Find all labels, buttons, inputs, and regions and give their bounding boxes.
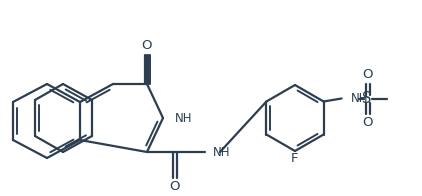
Text: O: O	[142, 38, 152, 52]
Text: F: F	[291, 152, 299, 165]
Text: NH: NH	[175, 112, 192, 124]
Text: NH: NH	[351, 92, 368, 105]
Text: O: O	[362, 116, 373, 129]
Text: O: O	[170, 181, 180, 193]
Text: O: O	[362, 68, 373, 81]
Text: S: S	[362, 91, 371, 106]
Text: NH: NH	[213, 145, 230, 159]
